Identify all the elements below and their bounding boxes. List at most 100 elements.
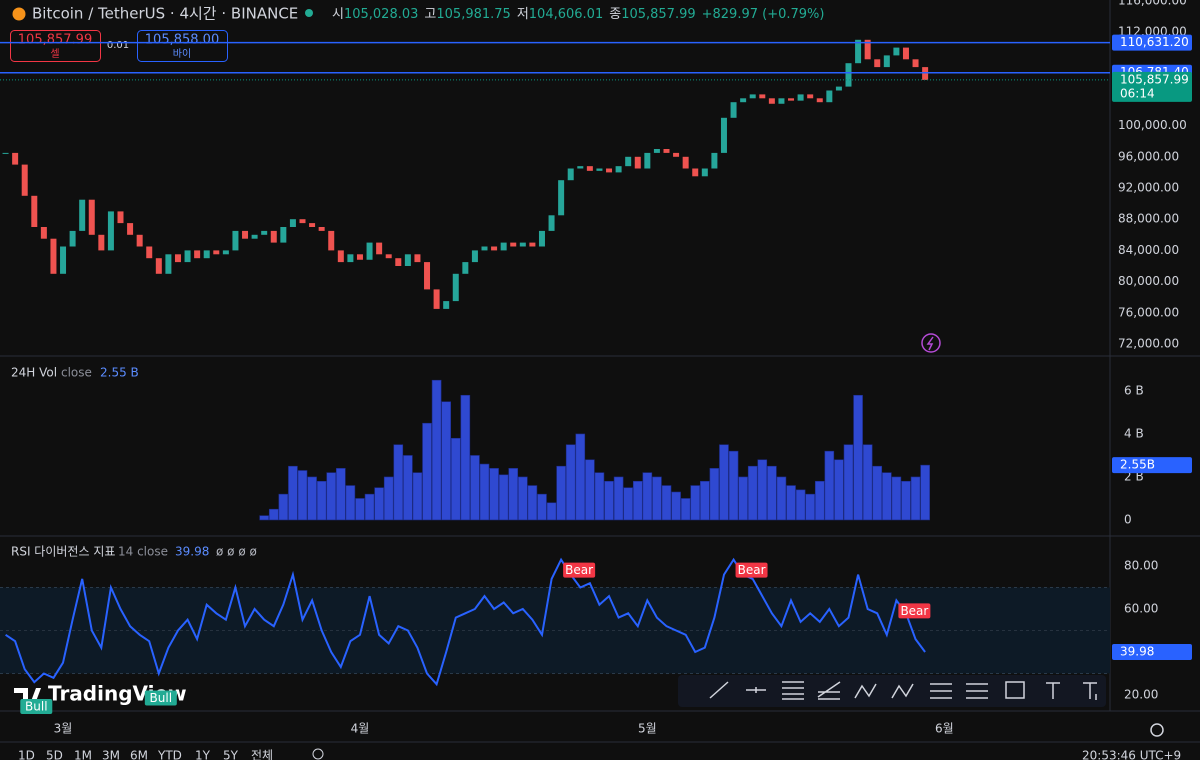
candle xyxy=(40,227,47,239)
range-button[interactable]: 5Y xyxy=(223,749,239,760)
candle xyxy=(184,250,191,263)
candle xyxy=(318,227,325,231)
calendar-icon[interactable] xyxy=(312,748,324,760)
buy-label[interactable]: 바이 xyxy=(173,48,191,60)
candle xyxy=(395,258,402,267)
tool-projection[interactable] xyxy=(930,683,952,699)
volume-bar xyxy=(297,470,308,521)
ohlc-change: +829.97 (+0.79%) xyxy=(702,7,825,22)
volume-last-tag xyxy=(1112,457,1192,474)
range-button[interactable]: 1Y xyxy=(195,749,211,760)
tool-fib[interactable] xyxy=(782,681,804,700)
candle xyxy=(673,152,680,157)
tool-text[interactable] xyxy=(1046,682,1060,699)
rsi-last-label: 39.98 xyxy=(1120,645,1154,659)
tool-pattern[interactable] xyxy=(854,683,877,699)
candle xyxy=(807,94,814,99)
alert-icon[interactable] xyxy=(921,333,941,353)
y-tick-label: 4 B xyxy=(1124,426,1144,440)
candle xyxy=(644,152,651,169)
y-tick-label: 116,000.00 xyxy=(1118,0,1187,7)
candle xyxy=(289,219,296,228)
candle xyxy=(730,102,737,118)
candle xyxy=(21,164,28,196)
candle xyxy=(251,234,258,239)
tool-text-extra[interactable] xyxy=(1083,682,1097,700)
volume-bar xyxy=(843,444,854,521)
signal-badge xyxy=(20,699,53,715)
ohlc-label: 시 xyxy=(332,7,344,22)
buy-price[interactable]: 105,858.00 xyxy=(145,33,219,48)
candle xyxy=(280,227,287,243)
candle xyxy=(203,250,210,259)
y-tick-label: 20.00 xyxy=(1124,687,1158,701)
volume-bar xyxy=(585,459,595,521)
tool-channel[interactable] xyxy=(817,681,841,700)
candle xyxy=(481,246,488,251)
volume-title: 24H Vol xyxy=(11,366,57,380)
range-button[interactable]: 5D xyxy=(46,749,63,760)
candle xyxy=(155,258,162,274)
volume-bar xyxy=(613,476,624,521)
ohlc-label: 고 xyxy=(424,7,436,22)
symbol-title[interactable]: Bitcoin / TetherUS · 4시간 · BINANCE xyxy=(32,5,298,23)
rsi-params: 14 close xyxy=(118,545,168,559)
candle xyxy=(768,98,775,104)
pane-line: 20.00 60.00 80.00 3월 4월 5월 6월 Bear Bear Bear Bull B… xyxy=(0,557,1192,736)
volume-legend-value: 2.55 B xyxy=(100,366,139,380)
candle xyxy=(146,246,153,259)
candle xyxy=(922,67,929,80)
range-button[interactable]: 3M xyxy=(102,749,120,760)
volume-bar xyxy=(671,491,681,521)
range-button[interactable]: 6M xyxy=(130,749,148,760)
y-tick-label: 80.00 xyxy=(1124,559,1158,573)
volume-bar xyxy=(518,476,528,521)
range-button[interactable]: 전체 xyxy=(251,749,273,760)
volume-bar xyxy=(470,455,480,521)
rsi-last-tag xyxy=(1112,644,1192,661)
candle xyxy=(692,168,699,177)
tool-hline[interactable] xyxy=(746,687,766,693)
signal-label: Bear xyxy=(565,563,593,577)
y-tick-label: 88,000.00 xyxy=(1118,212,1179,226)
y-tick-label: 92,000.00 xyxy=(1118,181,1179,195)
pane-bar: 02 B4 B6 B2.55B xyxy=(259,379,1192,526)
candle xyxy=(510,242,517,247)
volume-bar xyxy=(661,485,672,521)
tool-rect[interactable] xyxy=(1005,681,1025,699)
signal-badge xyxy=(563,562,596,578)
volume-bar xyxy=(757,459,768,521)
volume-bar xyxy=(527,485,538,521)
candle xyxy=(835,86,842,91)
x-tick-label: 4월 xyxy=(351,722,370,736)
candle xyxy=(874,59,881,68)
volume-bar xyxy=(450,437,461,521)
candle xyxy=(60,246,67,274)
volume-bar xyxy=(642,472,653,521)
ohlc-label: 저 xyxy=(517,7,529,22)
buy-button[interactable] xyxy=(137,30,228,62)
candle xyxy=(682,156,689,169)
volume-bar xyxy=(422,422,432,521)
sell-price[interactable]: 105,857.99 xyxy=(18,33,92,48)
volume-bar xyxy=(441,401,451,521)
candle xyxy=(299,219,306,224)
sell-label[interactable]: 셀 xyxy=(50,48,59,60)
range-button[interactable]: 1D xyxy=(18,749,35,760)
volume-bar xyxy=(690,485,701,521)
candle xyxy=(98,234,105,251)
tool-trendline[interactable] xyxy=(709,681,729,699)
range-button[interactable]: YTD xyxy=(157,749,182,760)
toolbar-bg xyxy=(678,675,1106,707)
range-button[interactable]: 1M xyxy=(74,749,92,760)
ohlc-value: 105,981.75 xyxy=(436,7,510,22)
volume-bar xyxy=(565,444,576,521)
tool-elliott[interactable] xyxy=(891,683,914,699)
settings-icon[interactable] xyxy=(1150,723,1164,737)
volume-bar xyxy=(623,487,633,521)
price-line-tag xyxy=(1112,34,1192,51)
tool-measure[interactable] xyxy=(966,683,988,699)
candle xyxy=(2,152,9,154)
x-tick-label: 5월 xyxy=(638,722,657,736)
sell-button[interactable] xyxy=(10,30,101,62)
